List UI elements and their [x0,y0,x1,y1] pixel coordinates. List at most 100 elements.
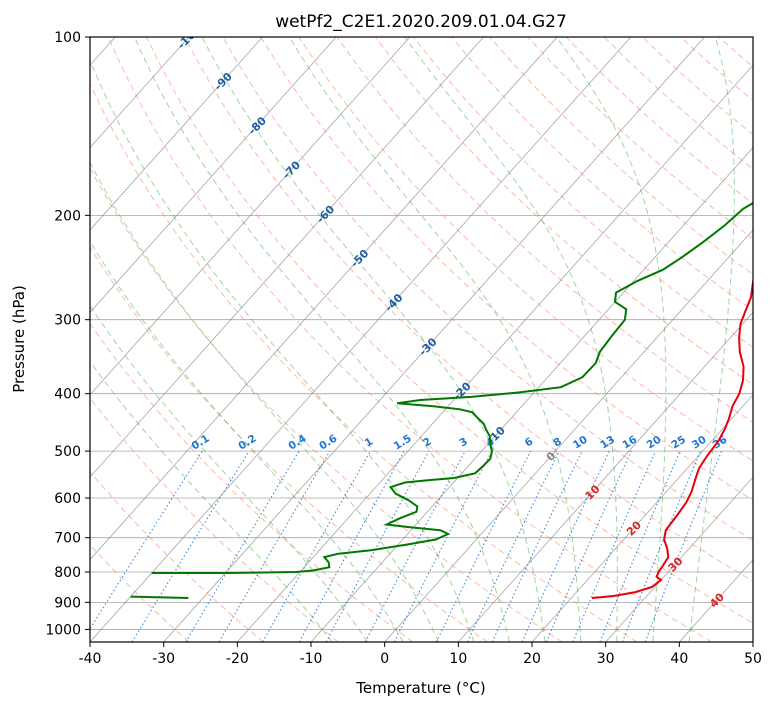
moist-adiabat-line [288,37,582,642]
mixing-ratio-label: 25 [669,434,688,452]
isotherm-line [605,476,753,642]
isotherm-line [163,37,705,642]
mixing-ratio-line [621,450,702,642]
x-tick-label: 50 [744,651,762,667]
x-tick-label: 40 [670,651,688,667]
isotherm-line [531,394,753,642]
x-tick-label: -10 [300,651,323,667]
dry-adiabat-line [90,246,488,642]
dry-adiabat-line [90,167,563,642]
mixing-ratio-label: 3 [457,436,470,450]
x-tick-label: 30 [597,651,615,667]
y-tick-label: 300 [54,313,81,329]
mixing-ratio-label: 10 [571,434,590,452]
mixing-ratio-line [435,450,532,642]
isotherm-line [752,641,753,642]
dry-adiabat-line [489,37,753,275]
isotherm-line [90,37,190,149]
y-tick-label: 900 [54,595,81,611]
y-tick-label: 600 [54,491,81,507]
x-tick-label: 20 [523,651,541,667]
mixing-ratio-label: 16 [620,434,639,452]
isotherm-line [237,64,753,642]
dry-adiabat-line [90,544,190,642]
moist-adiabat-line [90,305,369,642]
isotherm-line [90,37,411,396]
dry-adiabat-line [451,37,753,312]
dry-adiabat-line [90,322,414,642]
moist-adiabat-line [90,59,475,642]
dry-adiabat-line [718,37,753,68]
mixing-ratio-label: 20 [645,434,664,452]
mixing-ratio-label: 6 [523,436,536,450]
isotherm-line [310,146,753,642]
dry-adiabat-line [222,37,753,541]
y-tick-label: 700 [54,531,81,547]
dry-adiabat-line [260,37,753,501]
moist-adiabat-line [555,37,667,642]
isotherm-line [90,37,337,313]
x-tick-label: -20 [226,651,249,667]
y-tick-label: 200 [54,208,81,224]
mixing-ratio-label: 1 [363,436,376,450]
moist-adiabat-line [201,37,546,642]
mixing-ratio-line [599,450,681,642]
isotherm-line [90,37,484,478]
y-tick-label: 400 [54,387,81,403]
dry-adiabat-line [413,37,753,348]
dry-adiabat-line [145,37,753,624]
moist-adiabat-line [688,37,735,642]
x-tick-label: -30 [152,651,175,667]
x-tick-label: 0 [380,651,389,667]
dry-adiabat-line [336,37,753,423]
mixing-ratio-line [466,450,560,642]
mixing-ratio-line [491,450,583,642]
x-tick-label: -40 [79,651,102,667]
x-axis-label: Temperature (°C) [355,679,485,697]
y-tick-label: 100 [54,30,81,46]
mixing-ratio-label: 0.2 [236,433,258,453]
mixing-ratio-line [218,450,331,642]
dry-adiabat-line [757,37,775,642]
temperature-trace [591,276,753,599]
y-axis: 100 200 300 400 500 600 700 800 900 1000 [45,30,90,638]
dewpoint-trace [151,201,753,574]
isotherm-line [90,37,263,231]
mixing-ratio-line [325,450,430,642]
plot-frame [89,36,754,643]
dry-adiabat-line [90,470,264,642]
dry-adiabat-line [527,37,753,240]
mixing-ratio-line [364,450,466,642]
moist-adiabat-line [134,37,510,642]
mixing-ratio-label: 30 [690,434,709,452]
dry-adiabat-line [603,37,753,170]
x-axis: -40 -30 -20 -10 0 10 20 30 40 50 [79,642,762,667]
isotherm-line [90,37,632,642]
y-axis-label: Pressure (hPa) [10,285,28,393]
dewpoint-trace [130,595,189,599]
mixing-ratio-line [298,450,405,642]
y-tick-label: 1000 [45,622,81,638]
mixing-ratio-line [185,450,300,642]
mixing-ratio-line [545,450,632,642]
dry-adiabat-line [565,37,753,205]
dry-adiabat-line [107,37,712,642]
moist-adiabat-line [90,161,439,642]
mixing-ratio-label: 8 [551,436,564,450]
dry-adiabat-line [642,37,753,136]
mixing-ratio-line [90,450,203,630]
mixing-ratio-label: 1.5 [392,433,414,453]
dry-adiabat-line [90,82,638,642]
isotherm-line [384,229,753,642]
mixing-ratio-line [262,450,371,642]
dry-adiabat-line [680,37,753,102]
isotherm-line [458,311,753,642]
isotherm-line [679,558,753,642]
dry-adiabat-line [90,397,339,642]
mixing-ratio-label: 0.1 [190,433,212,453]
moist-adiabat-line [90,240,404,642]
mixing-ratio-line [644,450,723,642]
dry-adiabat-line [374,37,753,386]
chart-title: wetPf2_C2E1.2020.209.01.04.G27 [275,12,567,32]
